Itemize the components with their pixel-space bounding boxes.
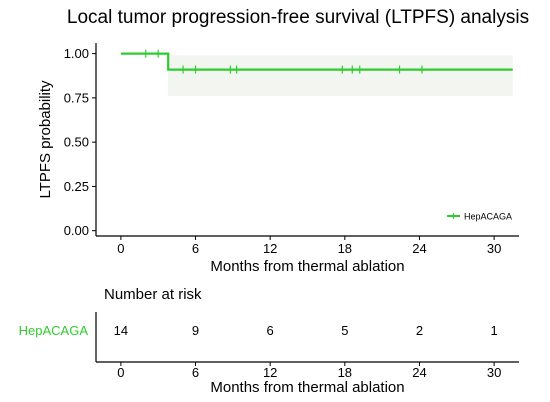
x-tick-label: 0 [117,241,124,256]
y-tick-label: 0.50 [64,135,89,150]
risk-count: 14 [114,323,128,338]
risk-count: 6 [267,323,274,338]
x-tick-label: 18 [338,241,352,256]
legend-entry-label: HepACAGA [464,212,512,222]
chart-title: Local tumor progression-free survival (L… [67,7,529,28]
y-ticks-group: 0.00 0.25 0.50 0.75 1.00 [64,46,96,238]
risk-table-title: Number at risk [104,286,202,303]
risk-x-ticks-group: 0 6 12 18 24 30 [117,362,501,380]
survival-curve-group [120,52,513,71]
risk-x-axis-title: Months from thermal ablation [210,379,404,396]
risk-counts-group: 14 9 6 5 2 1 [114,323,498,338]
risk-count: 5 [341,323,348,338]
y-tick-label: 0.00 [64,223,89,238]
risk-x-tick-label: 0 [117,365,124,380]
risk-table: Number at risk HepACAGA 14 9 6 5 2 1 0 6 12 18 24… [19,286,519,396]
censor-marks-group [145,49,423,74]
risk-table-strata-label: HepACAGA [19,323,89,338]
risk-count: 9 [192,323,199,338]
risk-x-tick-label: 18 [338,365,352,380]
risk-x-tick-label: 12 [263,365,277,380]
ci-band-group [168,55,513,97]
risk-count: 1 [491,323,498,338]
y-tick-label: 1.00 [64,46,89,61]
x-axis-title: Months from thermal ablation [210,258,404,275]
legend: HepACAGA [447,212,512,222]
y-tick-label: 0.75 [64,90,89,105]
x-tick-label: 12 [263,241,277,256]
y-axis-title: LTPFS probability [37,80,54,199]
y-tick-label: 0.25 [64,179,89,194]
x-tick-label: 24 [412,241,426,256]
survival-curve-line [120,52,513,71]
x-tick-label: 30 [487,241,501,256]
risk-count: 2 [416,323,423,338]
x-ticks-group: 0 6 12 18 24 30 [117,236,501,256]
confidence-band [168,55,513,97]
risk-x-tick-label: 30 [487,365,501,380]
risk-x-tick-label: 24 [412,365,426,380]
x-tick-label: 6 [192,241,199,256]
plot-axes [95,43,519,237]
risk-x-tick-label: 6 [192,365,199,380]
km-plot: 0.00 0.25 0.50 0.75 1.00 0 6 12 18 24 30 LTPFS pr… [37,43,519,275]
